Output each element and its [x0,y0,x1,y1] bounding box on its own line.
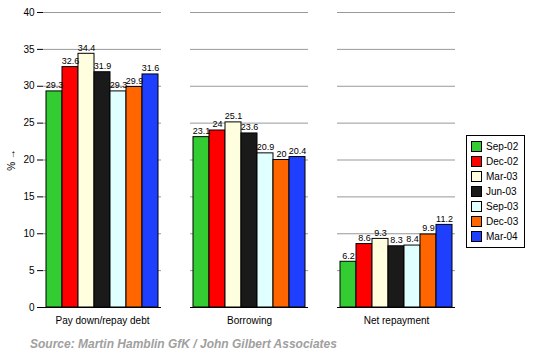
html-text:Sep-02: Sep-02 [486,141,519,152]
svg-text:31.9: 31.9 [94,61,112,71]
svg-text:23.6: 23.6 [241,122,259,132]
svg-text:31.6: 31.6 [142,63,160,73]
svg-text:Net repayment: Net repayment [364,315,430,326]
svg-text:8.3: 8.3 [390,235,403,245]
svg-text:11.2: 11.2 [436,214,453,224]
svg-text:15: 15 [23,191,35,202]
svg-text:9.3: 9.3 [374,228,387,238]
html-text:Dec-03: Dec-03 [486,216,519,227]
html-text:Mar-04: Mar-04 [486,231,518,242]
svg-text:8.4: 8.4 [406,234,419,244]
svg-text:10: 10 [23,228,35,239]
svg-text:32.6: 32.6 [62,56,80,66]
svg-text:8.6: 8.6 [358,233,371,243]
svg-text:20: 20 [276,149,286,159]
svg-text:Pay down/repay debt: Pay down/repay debt [56,315,150,326]
svg-text:35: 35 [23,44,35,55]
svg-text:Borrowing: Borrowing [227,315,272,326]
svg-text:20.9: 20.9 [257,142,275,152]
svg-text:25: 25 [23,117,35,128]
svg-text:24: 24 [212,119,222,129]
svg-text:25.1: 25.1 [225,111,243,121]
html-text:Mar-03: Mar-03 [486,171,518,182]
svg-text:20.4: 20.4 [289,146,307,156]
svg-text:6.2: 6.2 [342,251,355,261]
svg-text:30: 30 [23,80,35,91]
svg-text:5: 5 [29,265,35,276]
svg-text:29.9: 29.9 [126,76,144,86]
svg-text:% →: % → [6,149,17,171]
svg-text:23.1: 23.1 [193,126,211,136]
svg-text:20: 20 [23,154,35,165]
svg-text:29.3: 29.3 [110,80,128,90]
svg-text:29.3: 29.3 [46,80,64,90]
html-text:Dec-02: Dec-02 [486,156,519,167]
html-text:Jun-03: Jun-03 [486,186,517,197]
svg-text:0: 0 [29,302,35,313]
html-text:Source: Martin Hamblin GfK / J: Source: Martin Hamblin GfK / John Gilber… [30,337,337,351]
svg-text:40: 40 [23,7,35,18]
html-text:Sep-03: Sep-03 [486,201,519,212]
svg-text:9.9: 9.9 [422,223,435,233]
svg-text:34.4: 34.4 [78,43,96,53]
